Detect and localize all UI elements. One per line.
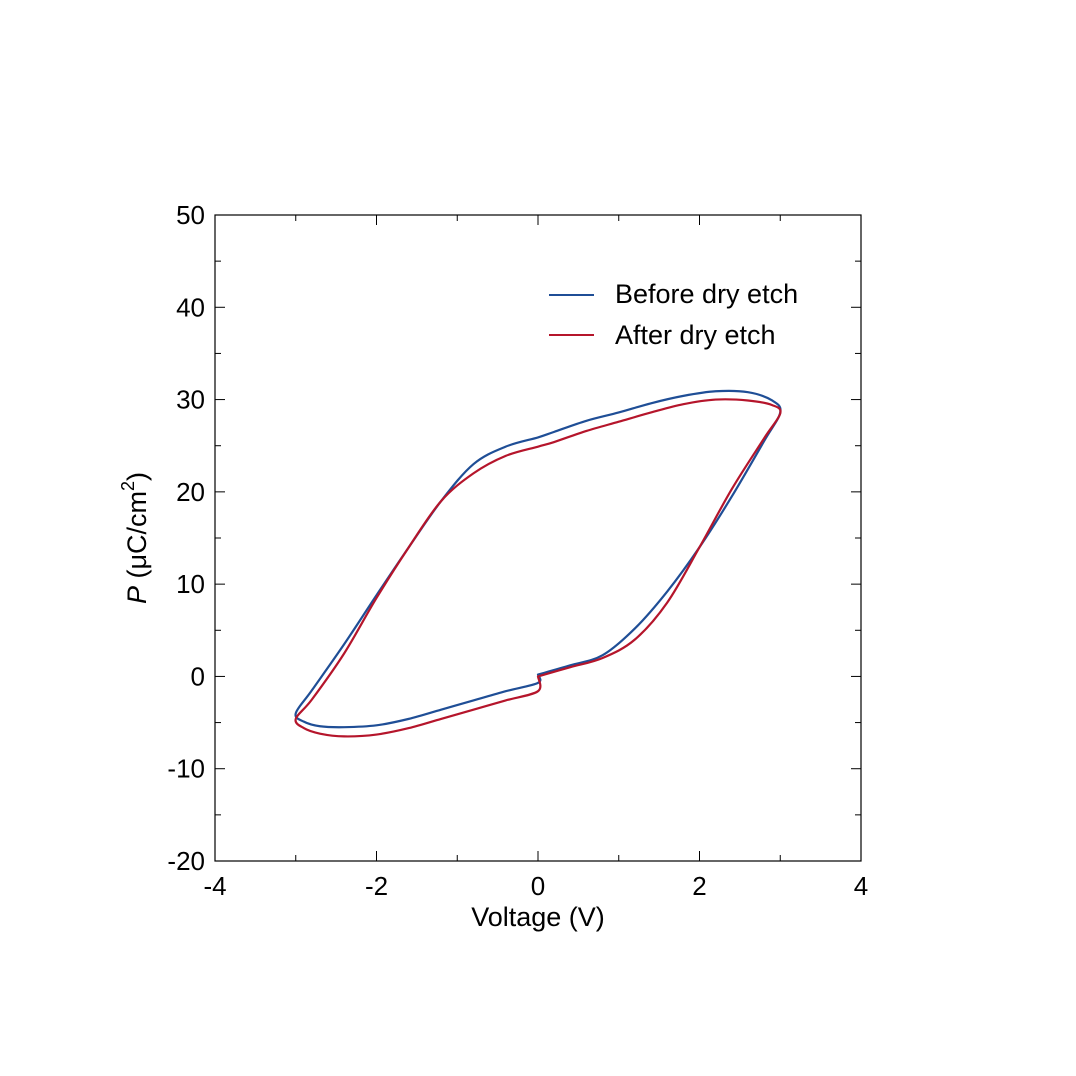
y-tick-label: 10 (176, 569, 205, 599)
series-layer (294, 389, 782, 738)
y-axis-unit-superscript: 2 (118, 481, 138, 491)
y-tick-label: 50 (176, 200, 205, 230)
y-tick-label: 0 (191, 661, 205, 691)
y-tick-label: -10 (167, 754, 205, 784)
series-after-dry-etch (294, 398, 782, 738)
legend-label-before: Before dry etch (615, 279, 798, 309)
x-tick-label: -2 (365, 871, 388, 901)
x-tick-label: -4 (203, 871, 226, 901)
series-before-dry-etch (294, 389, 782, 729)
legend: Before dry etch After dry etch (549, 279, 798, 350)
y-tick-label: 40 (176, 292, 205, 322)
x-tick-label: 4 (854, 871, 868, 901)
y-axis-unit: (μC/cm (122, 491, 152, 586)
axis-ticks (214, 214, 862, 862)
y-tick-label: 30 (176, 385, 205, 415)
y-axis-unit-close: ) (122, 472, 152, 481)
y-tick-label: 20 (176, 477, 205, 507)
x-axis-label: Voltage (V) (471, 902, 605, 932)
y-axis-symbol: P (122, 586, 152, 604)
x-tick-label: 0 (531, 871, 545, 901)
legend-label-after: After dry etch (615, 320, 776, 350)
plot-frame (214, 214, 862, 862)
x-tick-label: 2 (692, 871, 706, 901)
y-axis-label: P (μC/cm2) (118, 472, 152, 604)
y-tick-label: -20 (167, 846, 205, 876)
